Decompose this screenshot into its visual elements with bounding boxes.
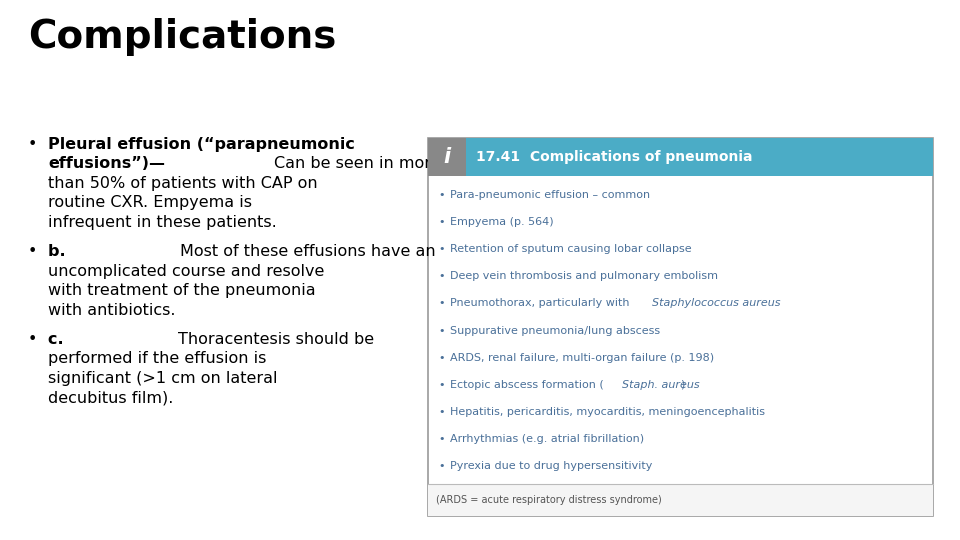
Text: Pyrexia due to drug hypersensitivity: Pyrexia due to drug hypersensitivity — [450, 461, 653, 471]
Text: with antibiotics.: with antibiotics. — [48, 303, 176, 318]
Text: effusions”)—: effusions”)— — [48, 157, 165, 172]
Text: Suppurative pneumonia/lung abscess: Suppurative pneumonia/lung abscess — [450, 326, 660, 335]
Text: •: • — [438, 272, 444, 281]
Text: Empyema (p. 564): Empyema (p. 564) — [450, 217, 554, 227]
Text: uncomplicated course and resolve: uncomplicated course and resolve — [48, 264, 324, 279]
Text: •: • — [438, 326, 444, 335]
Text: •: • — [28, 244, 37, 259]
Text: •: • — [28, 137, 37, 152]
Text: decubitus film).: decubitus film). — [48, 390, 174, 406]
Text: •: • — [438, 434, 444, 444]
Text: significant (>1 cm on lateral: significant (>1 cm on lateral — [48, 371, 277, 386]
Text: than 50% of patients with CAP on: than 50% of patients with CAP on — [48, 176, 318, 191]
Text: Hepatitis, pericarditis, myocarditis, meningoencephalitis: Hepatitis, pericarditis, myocarditis, me… — [450, 407, 765, 417]
Text: b.: b. — [48, 244, 71, 259]
Text: •: • — [28, 332, 37, 347]
Bar — [428, 138, 933, 176]
Text: •: • — [438, 353, 444, 363]
Text: •: • — [438, 461, 444, 471]
Text: performed if the effusion is: performed if the effusion is — [48, 352, 266, 367]
Text: Staph. aureus: Staph. aureus — [622, 380, 700, 390]
Text: •: • — [438, 244, 444, 254]
Bar — [428, 138, 466, 176]
Text: Thoracentesis should be: Thoracentesis should be — [179, 332, 374, 347]
Text: with treatment of the pneumonia: with treatment of the pneumonia — [48, 284, 316, 298]
Text: Pneumothorax, particularly with: Pneumothorax, particularly with — [450, 299, 633, 308]
Text: •: • — [438, 217, 444, 227]
Bar — [428, 484, 933, 516]
Text: •: • — [438, 190, 444, 200]
Text: Pleural effusion (“parapneumonic: Pleural effusion (“parapneumonic — [48, 137, 355, 152]
Text: Complications: Complications — [28, 18, 336, 56]
Bar — [428, 138, 933, 516]
Text: Deep vein thrombosis and pulmonary embolism: Deep vein thrombosis and pulmonary embol… — [450, 272, 718, 281]
Text: ): ) — [680, 380, 684, 390]
Text: Ectopic abscess formation (: Ectopic abscess formation ( — [450, 380, 604, 390]
Text: Arrhythmias (e.g. atrial fibrillation): Arrhythmias (e.g. atrial fibrillation) — [450, 434, 644, 444]
Text: Can be seen in more: Can be seen in more — [275, 157, 441, 172]
Text: c.: c. — [48, 332, 69, 347]
Text: Retention of sputum causing lobar collapse: Retention of sputum causing lobar collap… — [450, 244, 691, 254]
Text: •: • — [438, 380, 444, 390]
Text: ARDS, renal failure, multi-organ failure (p. 198): ARDS, renal failure, multi-organ failure… — [450, 353, 714, 363]
Text: Staphylococcus aureus: Staphylococcus aureus — [652, 299, 780, 308]
Text: routine CXR. Empyema is: routine CXR. Empyema is — [48, 195, 252, 211]
Text: i: i — [444, 147, 450, 167]
Text: Most of these effusions have an: Most of these effusions have an — [180, 244, 436, 259]
Text: (ARDS = acute respiratory distress syndrome): (ARDS = acute respiratory distress syndr… — [436, 495, 661, 505]
Text: 17.41  Complications of pneumonia: 17.41 Complications of pneumonia — [476, 150, 753, 164]
Text: infrequent in these patients.: infrequent in these patients. — [48, 215, 276, 230]
Text: Para-pneumonic effusion – common: Para-pneumonic effusion – common — [450, 190, 650, 200]
Text: •: • — [438, 407, 444, 417]
Text: •: • — [438, 299, 444, 308]
